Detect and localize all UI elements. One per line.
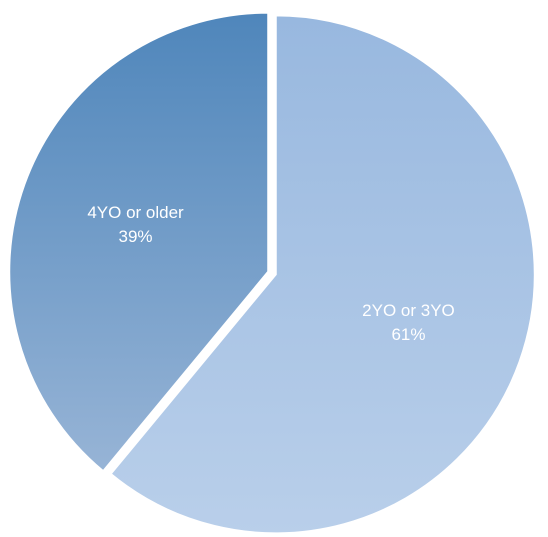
slice-category-label: 2YO or 3YO bbox=[362, 301, 455, 320]
pie-slices bbox=[8, 11, 536, 535]
pie-slice-2 bbox=[8, 11, 270, 473]
pie-slice-1 bbox=[109, 14, 536, 535]
slice-value-label: 39% bbox=[119, 227, 153, 246]
slice-value-label: 61% bbox=[391, 325, 425, 344]
slice-category-label: 4YO or older bbox=[87, 203, 184, 222]
pie-labels: 2YO or 3YO 61% 4YO or older 39% bbox=[87, 203, 454, 344]
